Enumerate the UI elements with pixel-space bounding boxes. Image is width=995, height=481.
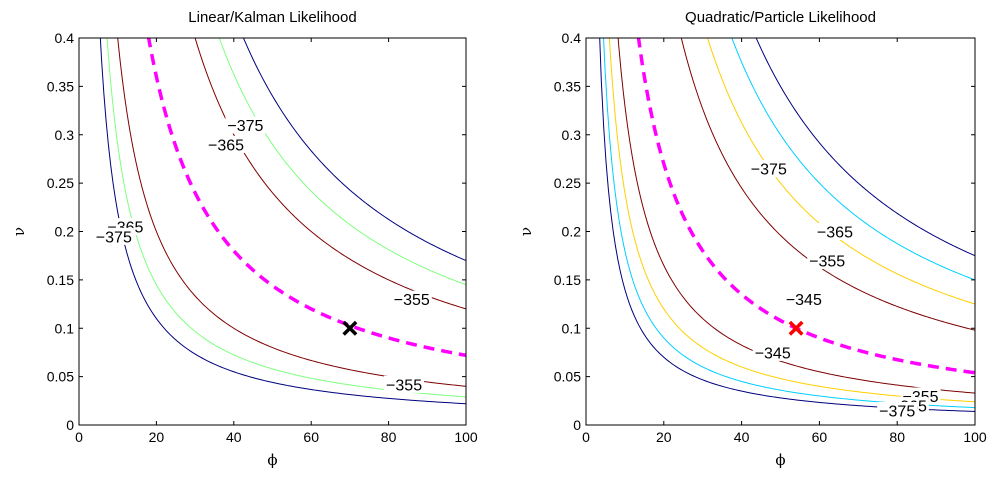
panel-1: −375−365−365−375−355−35502040608010000.0…	[10, 9, 478, 469]
contour-line-upper	[242, 38, 466, 261]
ridge-line	[146, 38, 466, 358]
contour-label-bg	[877, 401, 918, 419]
y-tick-label: 0.15	[554, 272, 581, 288]
contour-label-bg	[384, 375, 425, 393]
y-tick-label: 0.1	[562, 320, 582, 336]
contour-label: −355	[809, 254, 845, 271]
y-tick-label: 0	[573, 417, 581, 433]
contour-label: −365	[817, 225, 853, 242]
x-tick-label: 20	[656, 429, 672, 445]
contour-line-upper	[218, 38, 466, 286]
contour-label: −345	[755, 345, 791, 362]
optimum-marker	[342, 320, 358, 336]
y-tick-label: 0.2	[55, 224, 75, 240]
contour-label: −375	[227, 118, 263, 135]
optimum-marker	[788, 320, 804, 336]
x-axis-label: ϕ	[775, 451, 785, 469]
contour-line-upper	[680, 38, 975, 331]
y-axis-label: ν	[517, 227, 535, 236]
contour-label: −375	[96, 229, 132, 246]
x-tick-label: 80	[381, 429, 397, 445]
contour-line-lower	[117, 38, 466, 387]
y-tick-label: 0.3	[562, 127, 582, 143]
contour-label-bg	[391, 290, 432, 308]
contour-label: −375	[879, 403, 915, 420]
contour-line-lower	[617, 38, 975, 394]
y-tick-label: 0.05	[554, 369, 581, 385]
contour-label-bg	[783, 290, 824, 308]
x-axis-label: ϕ	[267, 451, 277, 469]
chart-title: Linear/Kalman Likelihood	[188, 9, 356, 26]
x-tick-label: 20	[149, 429, 165, 445]
contour-label-bg	[814, 223, 855, 240]
panel-2: −375−365−355−345−345−355−365−37502040608…	[517, 9, 987, 469]
x-tick-label: 0	[75, 429, 83, 445]
x-tick-label: 60	[303, 429, 319, 445]
y-tick-label: 0.05	[47, 369, 74, 385]
x-tick-label: 0	[582, 429, 590, 445]
ridge-line	[636, 38, 975, 375]
contour-lines: −375−365−365−375−355−355	[93, 38, 466, 405]
y-tick-label: 0.4	[55, 30, 75, 46]
contour-lines: −375−365−355−345−345−355−365−375	[599, 38, 975, 420]
contour-label-bg	[225, 116, 266, 134]
y-axis-label: ν	[10, 227, 28, 236]
contour-label-bg	[748, 160, 789, 178]
y-tick-label: 0.35	[47, 78, 74, 94]
contour-label: −345	[786, 292, 822, 309]
contour-label-bg	[93, 227, 134, 245]
y-tick-label: 0.1	[55, 320, 75, 336]
y-tick-label: 0.35	[554, 78, 581, 94]
contour-label: −355	[386, 377, 422, 394]
x-tick-label: 100	[963, 429, 987, 445]
y-tick-label: 0.4	[562, 30, 582, 46]
contour-label: −355	[394, 292, 430, 309]
contour-label-bg	[752, 343, 793, 361]
contour-label-bg	[807, 252, 848, 270]
y-tick-label: 0	[66, 417, 74, 433]
contour-label-bg	[206, 135, 247, 153]
x-tick-label: 40	[226, 429, 242, 445]
contour-line-upper	[194, 38, 466, 310]
contour-line-lower	[99, 38, 466, 405]
x-tick-label: 60	[812, 429, 828, 445]
contour-line-upper	[755, 38, 975, 257]
y-tick-label: 0.2	[562, 224, 582, 240]
axes-box	[585, 37, 976, 426]
contour-label: −365	[208, 137, 244, 154]
y-tick-label: 0.25	[47, 175, 74, 191]
y-tick-label: 0.25	[554, 175, 581, 191]
y-tick-label: 0.3	[55, 127, 75, 143]
x-tick-label: 100	[454, 429, 478, 445]
chart-title: Quadratic/Particle Likelihood	[685, 9, 876, 26]
y-tick-label: 0.15	[47, 272, 74, 288]
x-tick-label: 80	[889, 429, 905, 445]
x-tick-label: 40	[734, 429, 750, 445]
contour-label: −375	[751, 162, 787, 179]
contour-line-upper	[731, 38, 975, 281]
